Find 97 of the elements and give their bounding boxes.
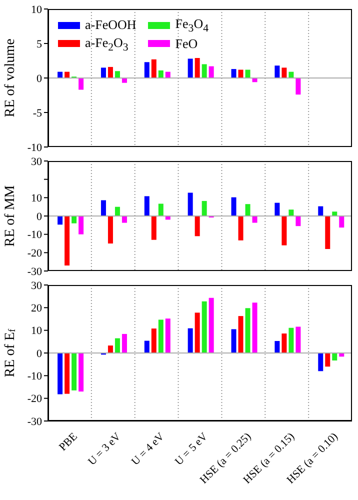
x-tick-label: U = 5 eV xyxy=(172,430,210,468)
bar xyxy=(282,334,287,353)
bar xyxy=(238,216,244,240)
bar xyxy=(296,78,301,95)
bar xyxy=(274,202,280,216)
bar xyxy=(151,328,156,353)
y-tick-label: 0 xyxy=(36,72,42,85)
y-tick-label: 0 xyxy=(36,348,42,360)
bar xyxy=(274,66,280,78)
bar xyxy=(144,62,150,78)
bar xyxy=(202,64,207,78)
bar xyxy=(114,71,120,78)
y-tick-label: -20 xyxy=(27,393,42,406)
bar xyxy=(231,197,236,216)
bar xyxy=(245,204,250,216)
bar xyxy=(202,301,207,353)
bar xyxy=(58,216,63,225)
bar xyxy=(72,216,77,224)
bar xyxy=(122,334,127,353)
y-tick-label: 10 xyxy=(31,192,42,205)
bar xyxy=(325,353,330,367)
bar xyxy=(296,326,301,353)
y-tick-label: 10 xyxy=(31,4,42,16)
bar xyxy=(238,70,244,78)
bar xyxy=(339,216,344,228)
y-axis-title: RE of volume xyxy=(2,38,18,118)
bar xyxy=(188,328,193,353)
bar xyxy=(325,216,330,249)
bar xyxy=(252,216,258,223)
bar xyxy=(151,59,156,78)
y-tick-label: -10 xyxy=(27,229,42,242)
bar xyxy=(78,216,84,234)
bar xyxy=(274,340,280,353)
y-axis-title: RE of MM xyxy=(2,184,18,247)
y-tick-label: -30 xyxy=(27,416,42,428)
bar xyxy=(78,353,84,392)
bar xyxy=(245,308,250,353)
bar xyxy=(108,216,113,244)
legend-label: Fe$_{3}$O$_{4}$ xyxy=(175,16,208,35)
legend-label: FeO xyxy=(175,36,198,52)
bar xyxy=(194,216,200,236)
bar xyxy=(245,70,250,78)
bar xyxy=(100,68,106,78)
bar xyxy=(108,66,113,78)
bar xyxy=(188,192,193,216)
bar xyxy=(332,353,338,360)
y-tick-label: -20 xyxy=(27,248,42,260)
bar xyxy=(158,320,164,353)
y-tick-label: 20 xyxy=(31,302,42,315)
bar xyxy=(122,216,127,223)
bar xyxy=(64,353,70,394)
bar xyxy=(122,78,127,83)
y-tick-label: -10 xyxy=(27,370,42,383)
bar xyxy=(288,210,294,216)
bar xyxy=(114,206,120,216)
legend-label: a-Fe$_{2}$O$_{3}$ xyxy=(85,34,128,54)
x-tick-label: U = 3 eV xyxy=(86,430,124,468)
bar xyxy=(231,69,236,78)
bar xyxy=(151,216,156,240)
bar xyxy=(114,338,120,353)
bar xyxy=(194,312,200,353)
bar xyxy=(208,298,214,353)
bar xyxy=(144,196,150,216)
y-tick-label: 30 xyxy=(31,280,42,292)
bar xyxy=(194,58,200,78)
bar xyxy=(108,346,113,353)
bar xyxy=(282,216,287,246)
bar xyxy=(252,302,258,353)
bar xyxy=(58,353,63,394)
bar xyxy=(78,78,84,90)
y-tick-label: -10 xyxy=(27,142,42,154)
legend-label: a-FeOOH xyxy=(85,17,136,34)
bar xyxy=(288,328,294,353)
bar xyxy=(165,318,170,353)
bar xyxy=(238,316,244,353)
bar xyxy=(144,340,150,353)
x-tick-label: U = 4 eV xyxy=(129,430,167,468)
x-tick-label: PBE xyxy=(57,430,80,454)
bar xyxy=(282,68,287,78)
bar xyxy=(72,353,77,390)
bar xyxy=(208,66,214,78)
bar xyxy=(188,58,193,78)
bar xyxy=(100,200,106,216)
y-tick-label: 10 xyxy=(31,325,42,338)
bar xyxy=(64,216,70,266)
bar xyxy=(158,204,164,216)
y-tick-label: 0 xyxy=(36,210,42,223)
y-tick-label: 30 xyxy=(31,156,42,168)
bar xyxy=(202,200,207,216)
bar xyxy=(231,329,236,353)
bar xyxy=(318,353,324,372)
y-tick-label: 5 xyxy=(36,38,42,50)
bar xyxy=(318,206,324,216)
y-tick-label: -5 xyxy=(32,107,42,120)
y-tick-label: -30 xyxy=(27,266,42,278)
bar xyxy=(296,216,301,226)
bar xyxy=(158,70,164,78)
